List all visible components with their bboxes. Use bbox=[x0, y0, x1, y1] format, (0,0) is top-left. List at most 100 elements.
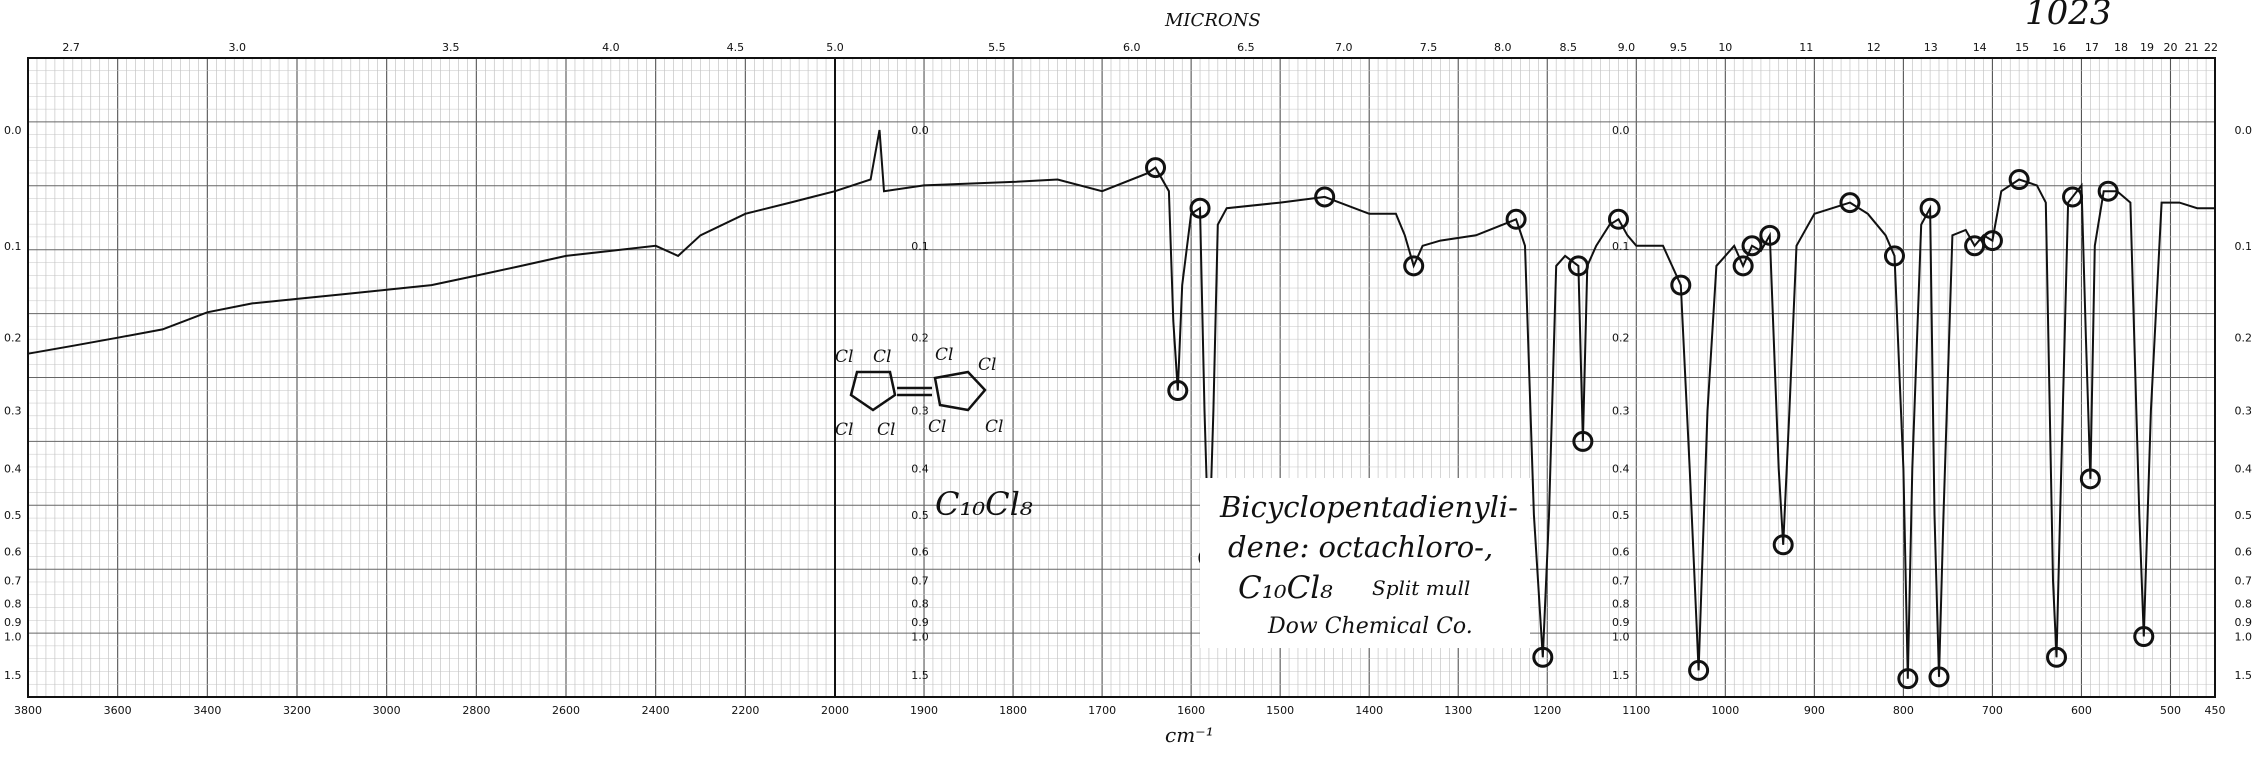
y-tick-label: 0.6 bbox=[4, 545, 22, 558]
y-tick-label: 1.0 bbox=[1612, 631, 1630, 644]
top-tick-label: 10 bbox=[1718, 41, 1732, 54]
peak-marker bbox=[1167, 380, 1189, 402]
cl-label-3: Cl bbox=[935, 345, 953, 365]
spectrum-line bbox=[27, 129, 2215, 679]
x-tick-label: 600 bbox=[2071, 704, 2092, 717]
y-tick-label: 0.8 bbox=[2235, 598, 2253, 611]
cl-label-2: Cl bbox=[873, 347, 891, 367]
technique: Split mull bbox=[1372, 576, 1471, 600]
y-tick-label: 0.8 bbox=[1612, 598, 1630, 611]
y-tick-label: 0.5 bbox=[1612, 509, 1630, 522]
y-tick-label: 0.0 bbox=[2235, 124, 2253, 137]
x-tick-label: 450 bbox=[2205, 704, 2226, 717]
y-tick-label: 0.8 bbox=[4, 598, 22, 611]
x-tick-label: 800 bbox=[1893, 704, 1914, 717]
chart-axes bbox=[27, 57, 2216, 698]
y-tick-label: 0.4 bbox=[4, 463, 22, 476]
top-tick-label: 5.5 bbox=[988, 41, 1006, 54]
plot-frame bbox=[27, 57, 2216, 698]
peak-marker bbox=[1741, 235, 1763, 257]
microns-header: MICRONS bbox=[1164, 10, 1261, 31]
x-tick-label: 1700 bbox=[1088, 704, 1116, 717]
y-tick-label: 1.5 bbox=[4, 669, 22, 682]
x-tick-label: 1600 bbox=[1177, 704, 1205, 717]
y-tick-label: 0.5 bbox=[911, 509, 929, 522]
top-tick-label: 21 bbox=[2185, 41, 2199, 54]
peak-marker bbox=[1883, 245, 1905, 267]
y-tick-label: 0.1 bbox=[2235, 240, 2253, 253]
y-tick-label: 0.9 bbox=[2235, 616, 2253, 629]
x-tick-label: 3600 bbox=[104, 704, 132, 717]
y-tick-label: 1.0 bbox=[2235, 631, 2253, 644]
y-tick-label: 0.0 bbox=[4, 124, 22, 137]
x-tick-label: 1900 bbox=[910, 704, 938, 717]
y-tick-label: 0.5 bbox=[4, 509, 22, 522]
y-tick-label: 0.3 bbox=[1612, 405, 1630, 418]
x-tick-label: 900 bbox=[1804, 704, 1825, 717]
peak-marker bbox=[1607, 208, 1629, 230]
title-line-2: dene: octachloro-, bbox=[1228, 530, 1494, 564]
cl-label-4: Cl bbox=[978, 355, 996, 375]
x-tick-label: 3400 bbox=[193, 704, 221, 717]
cl-label-5: Cl bbox=[835, 420, 853, 440]
y-tick-label: 0.3 bbox=[2235, 405, 2253, 418]
peak-marker bbox=[1897, 668, 1919, 690]
y-tick-label: 0.6 bbox=[1612, 545, 1630, 558]
y-tick-label: 0.0 bbox=[911, 124, 929, 137]
formula: C₁₀Cl₈ bbox=[1238, 570, 1333, 606]
y-tick-label: 1.5 bbox=[1612, 669, 1630, 682]
y-tick-label: 0.6 bbox=[911, 545, 929, 558]
peak-marker bbox=[2133, 626, 2155, 648]
peak-marker bbox=[2097, 180, 2119, 202]
cl-label-7: Cl bbox=[928, 417, 946, 437]
y-tick-label: 0.7 bbox=[911, 575, 929, 588]
top-tick-label: 9.0 bbox=[1618, 41, 1636, 54]
peak-marker bbox=[1505, 208, 1527, 230]
y-tick-label: 1.0 bbox=[911, 631, 929, 644]
y-tick-label: 0.1 bbox=[4, 240, 22, 253]
y-tick-label: 0.1 bbox=[1612, 240, 1630, 253]
top-tick-label: 7.0 bbox=[1335, 41, 1353, 54]
top-tick-label: 20 bbox=[2163, 41, 2177, 54]
y-tick-label: 0.7 bbox=[2235, 575, 2253, 588]
y-tick-label: 1.5 bbox=[911, 669, 929, 682]
peak-marker bbox=[1839, 192, 1861, 214]
top-tick-label: 4.5 bbox=[727, 41, 745, 54]
x-tick-label: 500 bbox=[2160, 704, 2181, 717]
peak-marker bbox=[2008, 169, 2030, 191]
peak-marker bbox=[1981, 230, 2003, 252]
peak-marker bbox=[1567, 255, 1589, 277]
top-tick-label: 22 bbox=[2204, 41, 2218, 54]
top-tick-label: 3.0 bbox=[228, 41, 246, 54]
compound-note: Bicyclopentadienyli- dene: octachloro-, … bbox=[1200, 478, 1530, 648]
cl-label-8: Cl bbox=[985, 417, 1003, 437]
x-tick-label: 1100 bbox=[1622, 704, 1650, 717]
x-tick-label: 2600 bbox=[552, 704, 580, 717]
peak-marker bbox=[1670, 274, 1692, 296]
x-tick-label: 2000 bbox=[821, 704, 849, 717]
top-tick-label: 6.0 bbox=[1123, 41, 1141, 54]
peak-marker bbox=[1572, 430, 1594, 452]
top-tick-label: 8.5 bbox=[1559, 41, 1577, 54]
top-tick-label: 12 bbox=[1867, 41, 1881, 54]
y-tick-label: 0.9 bbox=[1612, 616, 1630, 629]
top-tick-label: 17 bbox=[2085, 41, 2099, 54]
peak-marker bbox=[1759, 224, 1781, 246]
top-tick-label: 3.5 bbox=[442, 41, 460, 54]
top-tick-label: 11 bbox=[1799, 41, 1813, 54]
peak-marker bbox=[1189, 197, 1211, 219]
x-tick-label: 1200 bbox=[1533, 704, 1561, 717]
chart-grid bbox=[27, 57, 2216, 698]
x-tick-label: 2800 bbox=[462, 704, 490, 717]
y-tick-label: 0.3 bbox=[911, 405, 929, 418]
top-tick-label: 6.5 bbox=[1237, 41, 1255, 54]
top-tick-label: 7.5 bbox=[1420, 41, 1438, 54]
x-tick-label: 2400 bbox=[642, 704, 670, 717]
y-tick-label: 0.4 bbox=[911, 463, 929, 476]
x-tick-label: 1300 bbox=[1444, 704, 1472, 717]
y-tick-label: 0.2 bbox=[1612, 332, 1630, 345]
sheet-number: 1023 bbox=[2025, 0, 2112, 33]
sketch-formula: C₁₀Cl₈ bbox=[935, 485, 1033, 523]
y-tick-label: 0.2 bbox=[4, 332, 22, 345]
y-tick-label: 0.1 bbox=[911, 240, 929, 253]
